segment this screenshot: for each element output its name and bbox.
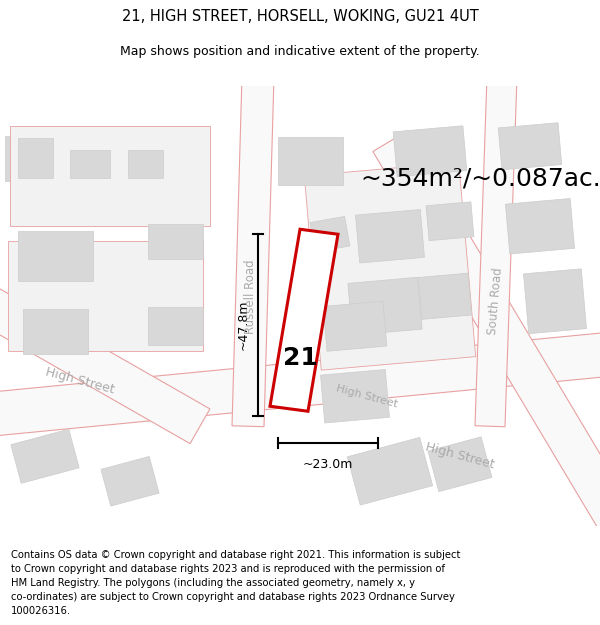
Polygon shape (393, 126, 467, 177)
Text: 21, HIGH STREET, HORSELL, WOKING, GU21 4UT: 21, HIGH STREET, HORSELL, WOKING, GU21 4… (122, 9, 478, 24)
Polygon shape (426, 202, 474, 241)
Text: co-ordinates) are subject to Crown copyright and database rights 2023 Ordnance S: co-ordinates) are subject to Crown copyr… (11, 592, 455, 602)
Text: 100026316.: 100026316. (11, 606, 71, 616)
Polygon shape (148, 308, 203, 345)
Polygon shape (23, 309, 88, 354)
Text: Contains OS data © Crown copyright and database right 2021. This information is : Contains OS data © Crown copyright and d… (11, 550, 460, 560)
Polygon shape (428, 437, 492, 492)
Text: South Road: South Road (485, 267, 505, 336)
Polygon shape (17, 138, 53, 178)
Polygon shape (70, 150, 110, 178)
Polygon shape (347, 438, 433, 505)
Polygon shape (101, 456, 159, 506)
Polygon shape (498, 122, 562, 170)
Polygon shape (310, 216, 350, 252)
Polygon shape (304, 162, 476, 370)
Text: High Street: High Street (335, 383, 398, 409)
Polygon shape (0, 289, 210, 444)
Text: ~23.0m: ~23.0m (303, 458, 353, 471)
Polygon shape (11, 429, 79, 483)
Text: ~47.8m: ~47.8m (237, 300, 250, 351)
Polygon shape (323, 301, 387, 351)
Text: High Street: High Street (424, 441, 496, 472)
Polygon shape (277, 138, 343, 185)
Polygon shape (128, 150, 163, 178)
Polygon shape (148, 224, 203, 259)
Text: ~354m²/~0.087ac.: ~354m²/~0.087ac. (360, 166, 600, 190)
Polygon shape (320, 369, 389, 423)
Polygon shape (475, 76, 517, 427)
Polygon shape (418, 273, 472, 319)
Polygon shape (270, 229, 338, 411)
Polygon shape (232, 76, 274, 427)
Polygon shape (0, 332, 600, 436)
Text: High Street: High Street (44, 366, 116, 397)
Polygon shape (10, 126, 210, 226)
Text: HM Land Registry. The polygons (including the associated geometry, namely x, y: HM Land Registry. The polygons (includin… (11, 578, 415, 588)
Text: Map shows position and indicative extent of the property.: Map shows position and indicative extent… (120, 46, 480, 58)
Polygon shape (7, 241, 203, 351)
Polygon shape (523, 269, 587, 334)
Text: 21: 21 (283, 346, 317, 370)
Polygon shape (348, 278, 422, 335)
Text: Russell Road: Russell Road (245, 259, 257, 334)
Polygon shape (373, 131, 600, 536)
Polygon shape (356, 209, 424, 263)
Polygon shape (505, 199, 575, 254)
Polygon shape (17, 231, 92, 281)
Text: to Crown copyright and database rights 2023 and is reproduced with the permissio: to Crown copyright and database rights 2… (11, 564, 445, 574)
Polygon shape (5, 136, 135, 181)
